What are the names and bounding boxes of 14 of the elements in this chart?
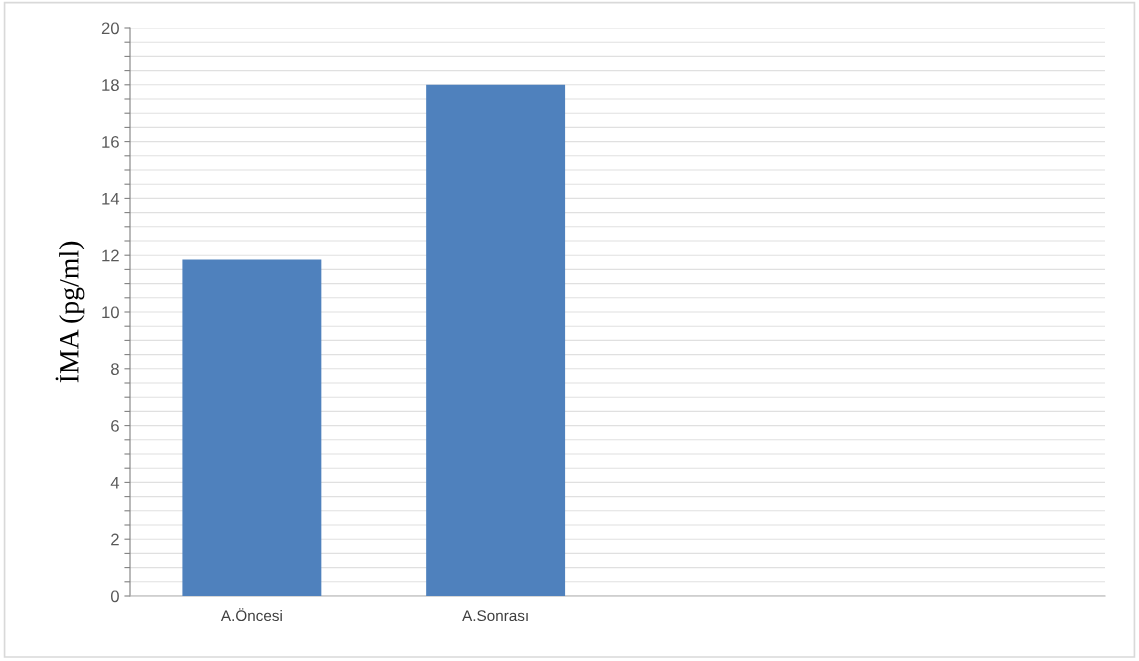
y-tick-label: 18	[102, 79, 119, 91]
y-tick-label: 10	[102, 306, 119, 319]
y-tick-label: 8	[111, 363, 119, 375]
y-tick-label: 16	[102, 136, 119, 148]
y-tick-label: 4	[110, 476, 120, 489]
y-tick-label: 2	[111, 533, 119, 546]
y-tick-label: 6	[111, 420, 119, 432]
x-tick-label: A.Sonrası	[462, 610, 528, 622]
y-tick-label: 12	[102, 249, 119, 262]
y-tick-label: 0	[110, 590, 119, 603]
x-tick-label: A.Öncesi	[220, 608, 282, 622]
y-axis-title: İMA (pg/ml)	[55, 241, 85, 383]
y-tick-label: 14	[102, 192, 120, 205]
y-tick-label: 20	[101, 22, 119, 35]
